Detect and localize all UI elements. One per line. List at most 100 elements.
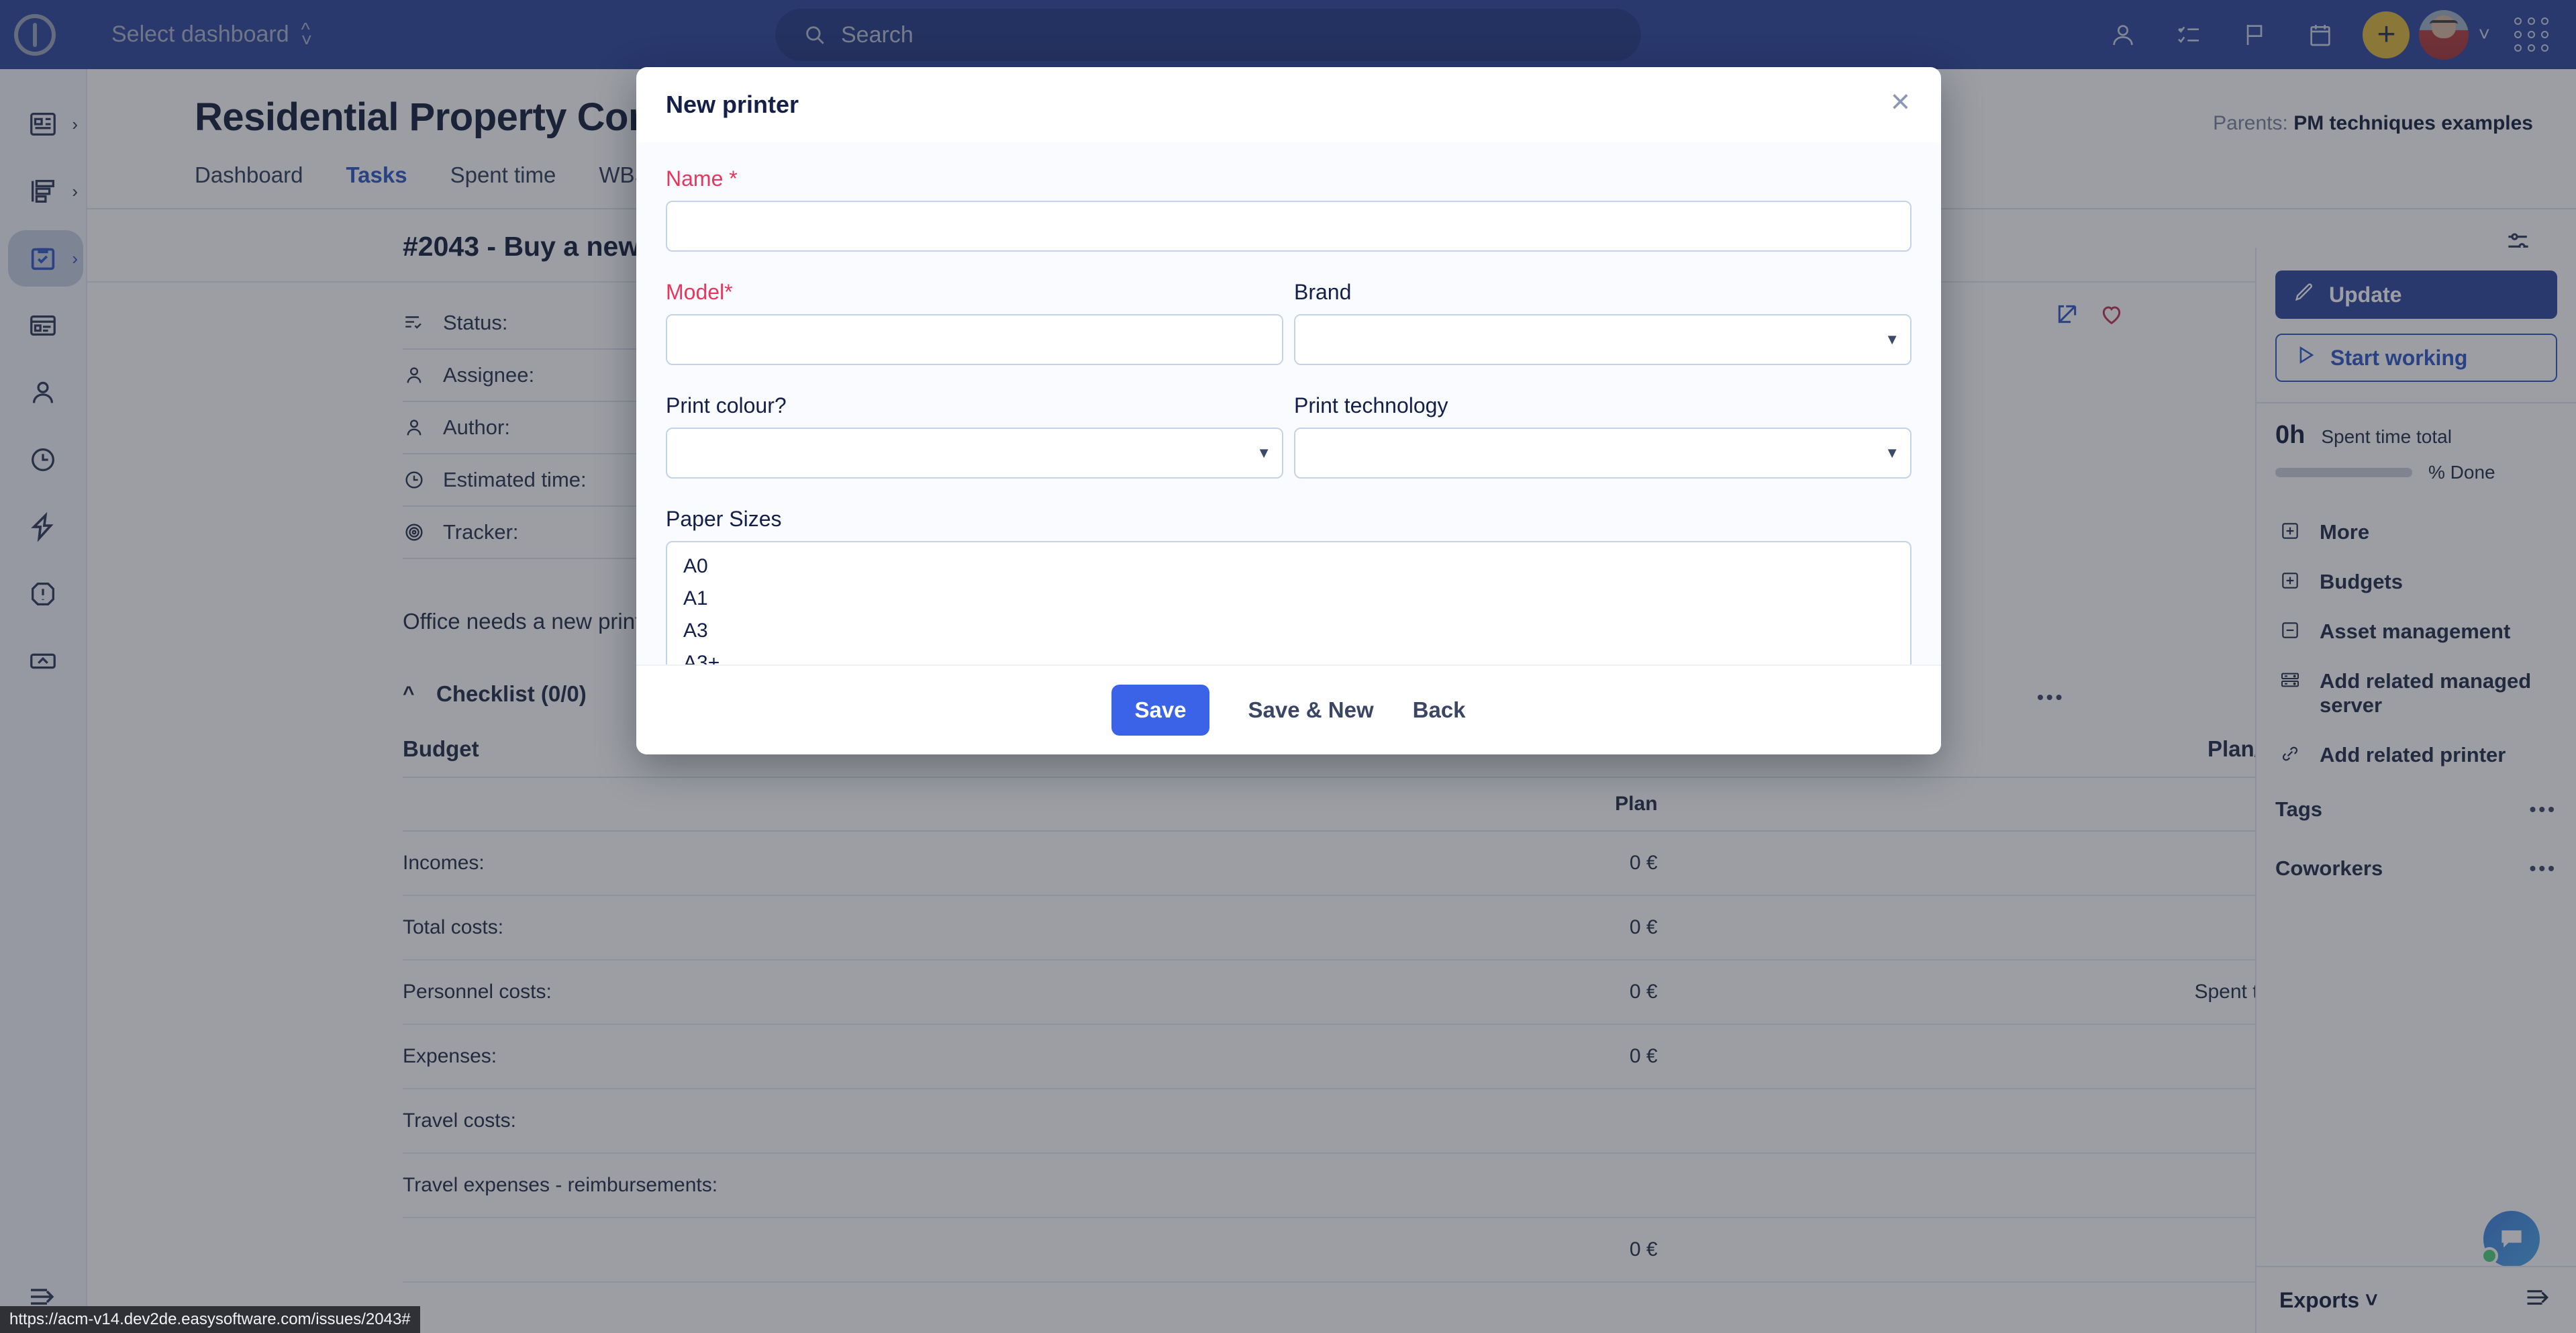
checklist-header[interactable]: ^ Checklist (0/0) •••	[87, 634, 2576, 707]
field-group-paper-sizes: Paper Sizes A0 A1 A3 A3+ A4	[666, 507, 1912, 664]
left-icon-rail: › › ›	[0, 69, 87, 1333]
budget-row-plan	[1508, 1089, 1658, 1154]
print-colour-label: Print colour?	[666, 393, 787, 417]
close-icon[interactable]: ×	[1890, 83, 1910, 120]
task-property-label: Status:	[443, 311, 508, 334]
sidebar-item-add-related-printer[interactable]: Add related printer	[2275, 730, 2557, 780]
person-icon	[403, 364, 443, 387]
start-working-button[interactable]: Start working	[2275, 334, 2557, 382]
more-dots-icon[interactable]: •••	[2529, 799, 2557, 820]
more-dots-icon[interactable]: •••	[2529, 858, 2557, 879]
sidebar-item-collapse-panel[interactable]	[0, 628, 86, 695]
avatar[interactable]	[2419, 9, 2469, 60]
name-input[interactable]	[666, 201, 1912, 252]
start-working-label: Start working	[2330, 345, 2468, 370]
budget-heading: Budget	[403, 736, 479, 761]
print-technology-select[interactable]	[1294, 428, 1912, 479]
sidebar-item-label: Add related managed server	[2320, 669, 2532, 717]
sidebar-section-label: Tags	[2275, 797, 2323, 821]
heart-icon[interactable]	[2098, 301, 2125, 331]
dashboard-selector[interactable]: Select dashboard ^ ˅	[111, 19, 312, 49]
tab-dashboard[interactable]: Dashboard	[195, 162, 303, 187]
update-button-label: Update	[2329, 282, 2402, 307]
person-icon[interactable]	[2090, 0, 2156, 69]
chevron-right-icon: ›	[72, 248, 78, 268]
update-button[interactable]: Update	[2275, 270, 2557, 319]
budget-row-label: Total costs:	[403, 895, 1509, 960]
checklist-label: Checklist (0/0)	[436, 681, 587, 706]
parents-value[interactable]: PM techniques examples	[2293, 112, 2533, 134]
save-and-new-button[interactable]: Save & New	[1248, 697, 1374, 722]
field-brand: Brand ▼	[1294, 280, 1912, 365]
field-print-colour: Print colour? ▼	[666, 393, 1283, 479]
task-action-icons	[2054, 301, 2125, 331]
budget-row-plan: 0 €	[1508, 895, 1658, 960]
chevron-down-icon[interactable]: ˅	[2478, 23, 2490, 46]
name-label: Name *	[666, 166, 738, 191]
table-row: Travel expenses - reimbursements: 0 €	[403, 1153, 2408, 1218]
dialog-footer: Save Save & New Back	[636, 664, 1941, 754]
save-button[interactable]: Save	[1111, 685, 1209, 736]
print-colour-select[interactable]	[666, 428, 1283, 479]
back-button[interactable]: Back	[1412, 697, 1466, 722]
exports-button[interactable]: Exports ˅	[2279, 1288, 2378, 1313]
dashboard-selector-label: Select dashboard	[111, 21, 289, 47]
easy-project-logo-icon[interactable]	[0, 0, 69, 69]
task-property-label: Estimated time:	[443, 468, 587, 491]
sidebar-section-label: Coworkers	[2275, 856, 2383, 880]
sidebar-item-add-related-managed-server[interactable]: Add related managed server	[2275, 656, 2557, 730]
collapse-sidebar-icon[interactable]	[2524, 1283, 2553, 1318]
list-item[interactable]: A0	[683, 555, 708, 577]
more-dots-icon[interactable]: •••	[2037, 687, 2065, 707]
sidebar-item-asset-management[interactable]: Asset management	[2275, 607, 2557, 656]
chat-bubble-icon[interactable]	[2481, 1211, 2540, 1267]
flag-icon[interactable]	[2222, 0, 2287, 69]
add-button[interactable]: +	[2363, 11, 2410, 58]
top-navigation-bar: Select dashboard ^ ˅	[0, 0, 2576, 69]
sidebar-item-more[interactable]: More	[2275, 507, 2557, 557]
status-bar-url: https://acm-v14.dev2de.easysoftware.com/…	[0, 1306, 420, 1333]
paper-sizes-listbox[interactable]: A0 A1 A3 A3+ A4	[666, 541, 1912, 664]
column-header-plan: Plan	[1508, 777, 1658, 832]
table-row: 0 € 0 €	[403, 1218, 2408, 1283]
sidebar-item-contacts[interactable]	[0, 359, 86, 426]
apps-grid-icon[interactable]	[2498, 0, 2564, 69]
list-item[interactable]: A3	[683, 620, 708, 642]
sidebar-item-tasks[interactable]: ›	[0, 225, 86, 292]
calendar-icon[interactable]	[2287, 0, 2353, 69]
budget-row-plan: 0 €	[1508, 1024, 1658, 1089]
sidebar-item-time[interactable]	[0, 426, 86, 493]
expand-sidebar-icon[interactable]	[0, 1281, 86, 1313]
budget-row-label: Expenses:	[403, 1024, 1509, 1089]
sidebar-item-projects[interactable]: ›	[0, 158, 86, 225]
pencil-icon	[2293, 281, 2316, 309]
model-input[interactable]	[666, 314, 1283, 365]
collapse-caret-icon[interactable]: ^	[403, 683, 415, 705]
new-printer-dialog: New printer × Name * Model* Brand ▼ Prin…	[636, 67, 1941, 754]
chevron-right-icon: ›	[72, 181, 78, 201]
sidebar-item-activity[interactable]	[0, 493, 86, 560]
budget-row-plan: 0 €	[1508, 960, 1658, 1025]
budget-row-label: Personnel costs:	[403, 960, 1509, 1025]
tasklist-icon[interactable]	[2156, 0, 2222, 69]
brand-select[interactable]	[1294, 314, 1912, 365]
sidebar-item-pages[interactable]	[0, 292, 86, 359]
paper-sizes-label: Paper Sizes	[666, 507, 782, 531]
open-external-icon[interactable]	[2054, 301, 2081, 331]
tab-spent-time[interactable]: Spent time	[450, 162, 556, 187]
sidebar-item-alerts[interactable]	[0, 560, 86, 628]
list-item[interactable]: A3+	[683, 652, 720, 664]
tab-tasks[interactable]: Tasks	[346, 162, 407, 187]
budget-row-label	[403, 1218, 1509, 1283]
task-sidebar: Update Start working 0h Spent time total	[2255, 248, 2576, 1333]
sidebar-item-budgets[interactable]: Budgets	[2275, 557, 2557, 607]
brand-label: Brand	[1294, 280, 1352, 304]
search-box[interactable]	[775, 9, 1641, 61]
field-print-technology: Print technology ▼	[1294, 393, 1912, 479]
exports-bar: Exports ˅	[2257, 1266, 2576, 1333]
sidebar-item-dashboard[interactable]: ›	[0, 91, 86, 158]
list-item[interactable]: A1	[683, 587, 708, 609]
exports-label: Exports	[2279, 1287, 2360, 1312]
percent-done-label: % Done	[2428, 462, 2495, 483]
search-input[interactable]	[841, 21, 1641, 48]
